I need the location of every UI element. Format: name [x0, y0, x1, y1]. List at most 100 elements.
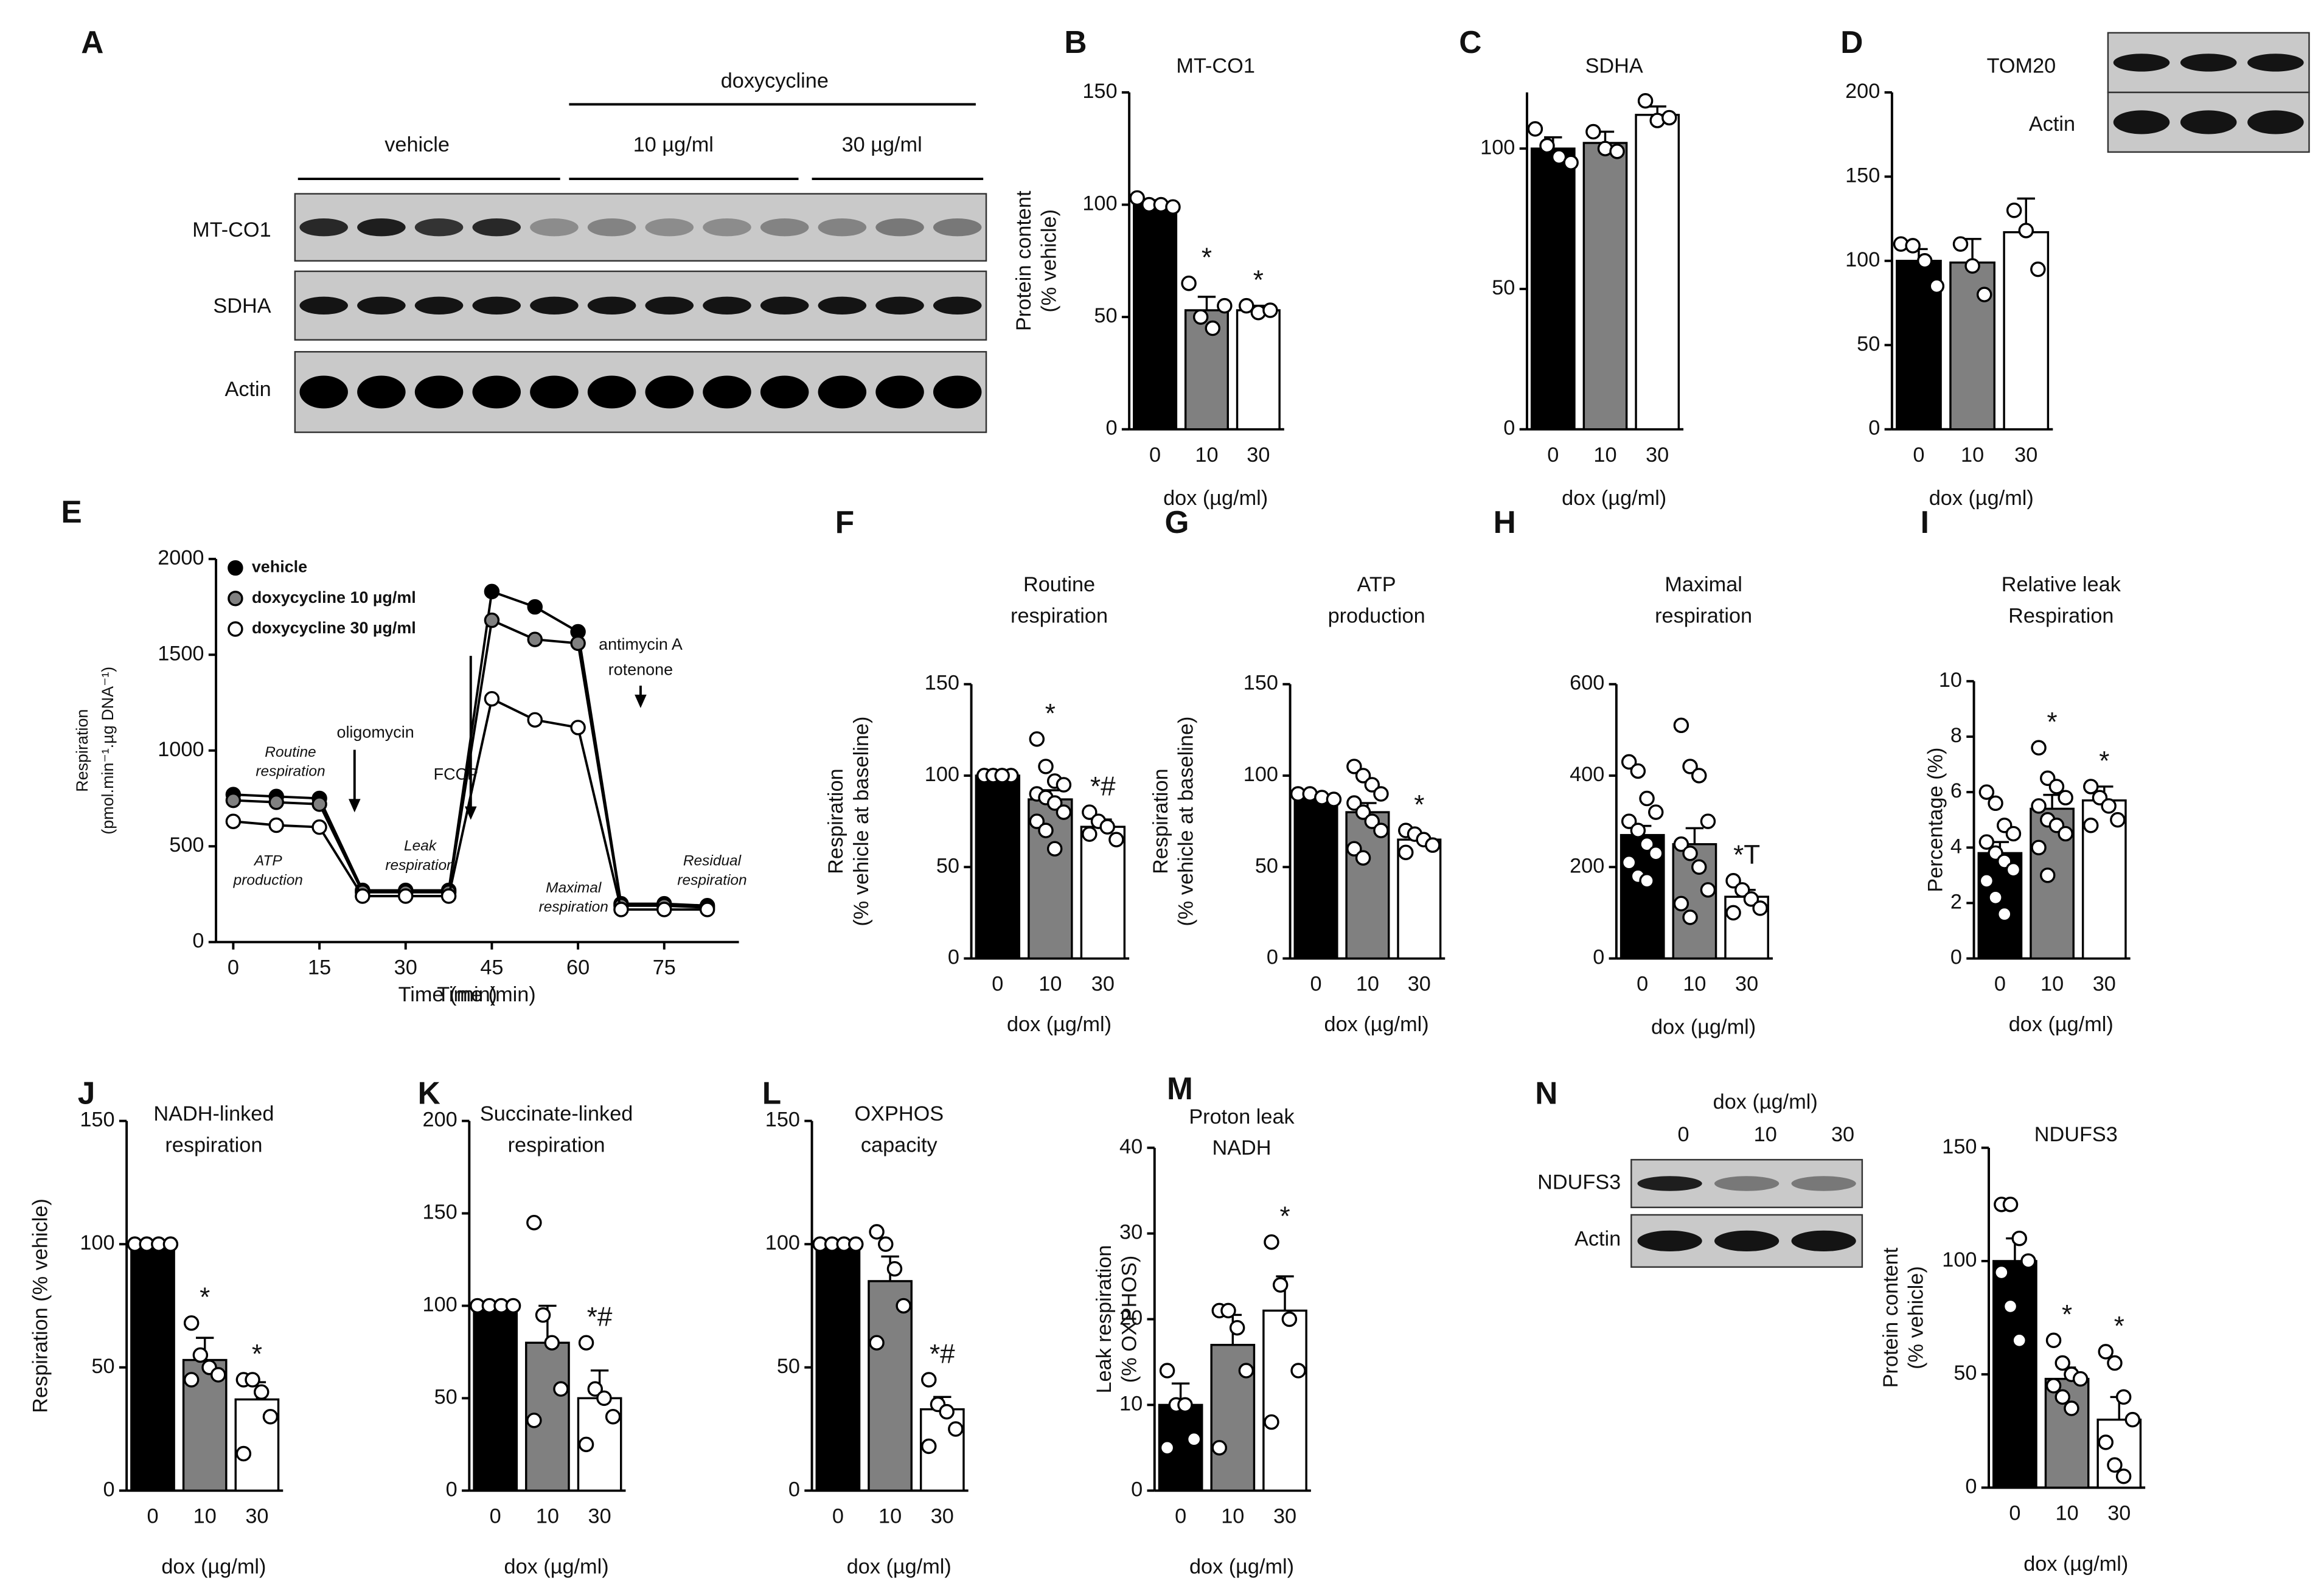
chart-title: Relative leak — [2002, 573, 2121, 596]
blot-band — [933, 375, 982, 409]
chart-title: MT-CO1 — [1176, 54, 1254, 77]
phase-label: respiration — [385, 857, 454, 874]
data-point — [1609, 144, 1625, 159]
y-axis-label: (% OXPHOS) — [1118, 1256, 1141, 1383]
chart-title: respiration — [508, 1133, 605, 1156]
blot-band — [414, 296, 464, 315]
blot-band — [2180, 54, 2237, 72]
y-tick-label: 1000 — [158, 738, 204, 761]
data-point — [1621, 754, 1637, 770]
y-tick-label: 0 — [1267, 946, 1278, 969]
phase-label: respiration — [677, 872, 746, 889]
y-tick-label: 150 — [1082, 80, 1117, 103]
data-point — [1639, 873, 1655, 889]
data-point — [2040, 868, 2056, 883]
data-point — [2098, 1434, 2114, 1450]
blot-band — [760, 218, 809, 237]
data-point — [596, 1390, 612, 1406]
data-point — [1373, 786, 1389, 802]
x-tick-label: 0 — [832, 1504, 844, 1528]
y-tick-label: 100 — [1480, 136, 1515, 159]
blot-band — [2113, 110, 2170, 134]
data-point — [1264, 1234, 1279, 1250]
data-point — [1691, 859, 1707, 875]
blot-band — [414, 218, 464, 237]
data-point — [1630, 763, 1646, 779]
data-point — [1621, 813, 1637, 829]
x-tick-label: 10 — [2056, 1502, 2079, 1525]
significance-label: * — [2047, 708, 2058, 737]
y-axis-label: (% vehicle at baseline) — [1175, 717, 1198, 927]
x-tick-label: 10 — [1683, 973, 1706, 996]
data-point — [526, 1214, 542, 1231]
data-point — [1239, 297, 1254, 314]
legend-marker — [228, 560, 243, 576]
data-point — [484, 612, 500, 628]
y-tick-label: 400 — [1570, 763, 1604, 786]
data-point — [578, 1436, 594, 1453]
panel-letter: E — [61, 494, 82, 529]
blot-band — [357, 375, 406, 409]
panel-letter: D — [1840, 24, 1863, 60]
bar — [1992, 1260, 2037, 1489]
panel-letter: C — [1459, 24, 1481, 60]
data-point — [656, 902, 672, 917]
data-point — [1978, 873, 1995, 889]
blot-band — [472, 296, 521, 315]
data-point — [1630, 822, 1646, 838]
x-tick-label: 60 — [566, 956, 590, 979]
bar — [234, 1398, 280, 1492]
data-point — [1637, 93, 1654, 109]
y-axis-label: Protein content — [1012, 190, 1035, 331]
blot-band — [587, 296, 636, 315]
x-axis-label: dox (µg/ml) — [1324, 1013, 1429, 1036]
treatment-label: rotenone — [608, 661, 673, 679]
data-point — [994, 768, 1010, 784]
y-tick-label: 2 — [1950, 890, 1962, 913]
data-point — [1082, 804, 1098, 820]
x-axis-label: Time (min) — [398, 983, 497, 1006]
data-point — [1752, 900, 1768, 916]
x-axis-label: dox (µg/ml) — [2023, 1552, 2128, 1576]
blot-band — [530, 218, 579, 237]
data-point — [2030, 261, 2046, 277]
data-point — [1186, 1431, 1202, 1447]
chart-title: Proton leak — [1189, 1105, 1295, 1128]
chart-title: respiration — [1655, 604, 1752, 627]
y-tick-label: 100 — [1845, 248, 1880, 271]
y-tick-label: 0 — [1950, 946, 1962, 969]
chart-title: capacity — [861, 1133, 938, 1156]
blot-band — [818, 218, 867, 237]
significance-label: * — [1279, 1201, 1290, 1231]
data-point — [1038, 759, 1054, 774]
data-point — [2011, 1230, 2027, 1247]
data-point — [245, 1372, 260, 1388]
phase-label: Residual — [683, 853, 742, 869]
y-axis-label: Respiration — [1149, 768, 1172, 874]
x-tick-label: 30 — [2107, 1502, 2131, 1525]
data-point — [225, 792, 242, 808]
data-point — [527, 631, 543, 647]
x-axis-label: dox (µg/ml) — [161, 1556, 266, 1579]
data-point — [613, 902, 629, 917]
y-axis-label: Respiration — [73, 709, 91, 792]
data-point — [1725, 873, 1741, 889]
blot-band — [703, 375, 751, 409]
bar — [1293, 794, 1338, 960]
data-point — [2058, 826, 2073, 842]
data-point — [526, 1413, 542, 1428]
legend-label: vehicle — [252, 558, 307, 576]
data-point — [1192, 309, 1209, 325]
panel-letter: I — [1921, 504, 1929, 540]
x-tick-label: 0 — [1547, 443, 1559, 467]
x-tick-label: 75 — [653, 956, 676, 979]
y-tick-label: 200 — [423, 1108, 457, 1132]
data-point — [570, 635, 586, 652]
blot-band — [299, 218, 348, 237]
data-point — [1639, 790, 1655, 807]
legend-marker — [228, 621, 243, 637]
data-point — [484, 583, 500, 600]
phase-label: Maximal — [546, 880, 602, 896]
data-point — [1217, 297, 1233, 314]
y-tick-label: 150 — [80, 1108, 114, 1132]
